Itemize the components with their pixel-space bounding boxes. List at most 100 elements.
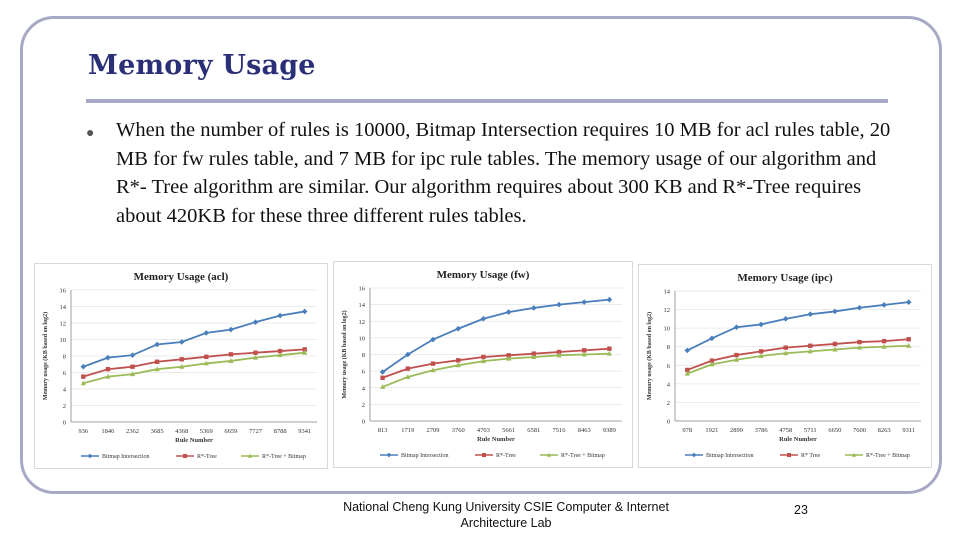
chart0-legend-marker-2 (247, 453, 253, 458)
chart2-point-2 (881, 343, 887, 349)
chart1-xtick-label: 6581 (527, 427, 540, 434)
chart2-xtick-label: 4758 (779, 427, 792, 434)
chart1-ytick-label: 0 (362, 419, 365, 426)
chart1-point-1 (556, 349, 562, 355)
chart0-xtick-label: 3685 (151, 428, 164, 435)
chart2-point-2 (709, 361, 715, 367)
chart0-xtick-label: 7727 (249, 428, 263, 435)
chart2-legend-marker-0 (691, 452, 697, 458)
chart1-ytick-label: 6 (362, 369, 366, 376)
chart2-point-2 (832, 346, 838, 352)
chart0-point-2 (105, 373, 111, 379)
chart0-ytick-label: 8 (63, 354, 66, 361)
chart1-ytick-label: 8 (362, 352, 365, 359)
chart1-point-1 (506, 353, 511, 358)
chart0-xtick-label: 1846 (101, 428, 115, 435)
chart0-point-0 (80, 363, 87, 370)
chart1-point-1 (531, 351, 536, 356)
chart0-point-0 (129, 352, 136, 358)
chart2-ytick-label: 12 (664, 307, 671, 314)
chart0-point-1 (130, 364, 135, 369)
chart1-point-0 (606, 296, 613, 303)
chart2-ytick-label: 4 (667, 381, 671, 388)
chart2-point-1 (783, 345, 788, 350)
chart1-point-2 (556, 352, 562, 358)
chart2-title: Memory Usage (ipc) (737, 272, 833, 284)
chart1-xtick-label: 4703 (477, 427, 490, 434)
bullet-icon: ● (86, 126, 95, 141)
chart1-xlabel: Rule Number (477, 436, 515, 443)
chart0-point-1 (253, 350, 258, 355)
chart1-point-1 (430, 361, 436, 366)
chart2-xtick-label: 1921 (705, 427, 718, 434)
chart0-series-line-1 (83, 348, 305, 378)
chart1-series-line-0 (382, 298, 610, 373)
chart0-xtick-label: 5369 (200, 428, 213, 435)
chart-ipc-svg: Memory Usage (ipc) 0 2 4 6 8 10 12 14 978 1921 2899… (646, 272, 921, 459)
chart2-point-0 (684, 347, 691, 354)
chart2-series-line-0 (686, 301, 909, 352)
chart0-ylabel: Memory usage (KB based on log2) (42, 312, 49, 400)
chart2-xtick-label: 7600 (853, 427, 866, 434)
chart1-point-1 (405, 366, 410, 371)
chart2-xtick-label: 2899 (730, 427, 743, 434)
chart1-point-0 (430, 336, 436, 343)
chart2-point-1 (758, 349, 764, 354)
chart0-legend-marker-1 (183, 454, 187, 458)
chart1-series-line-1 (382, 347, 610, 379)
chart2-ytick-label: 10 (664, 326, 671, 333)
chart0-point-1 (81, 374, 86, 379)
footer-text: National Cheng Kung University CSIE Comp… (343, 500, 669, 530)
chart2-point-0 (881, 302, 887, 308)
chart1-title: Memory Usage (fw) (437, 269, 530, 281)
chart2-ytick-label: 0 (667, 419, 670, 426)
chart1-legend-label-1: R*-Tree (496, 453, 516, 459)
chart1-point-2 (581, 351, 587, 357)
chart0-legend-label-0: Bitmap Intersection (102, 454, 150, 460)
slide-title: Memory Usage (88, 50, 316, 81)
bullet-text: When the number of rules is 10000, Bitma… (116, 119, 891, 227)
chart0-xtick-label: 6659 (224, 428, 237, 435)
chart1-point-1 (607, 346, 612, 351)
chart0-point-1 (105, 367, 111, 372)
chart0-point-0 (178, 339, 185, 345)
chart-acl: Memory Usage (acl) 0 2 4 6 8 10 12 14 16 936 1846 23… (34, 263, 328, 469)
chart1-xtick-label: 5661 (502, 427, 515, 434)
chart2-legend-label-0: Bitmap Intersection (706, 453, 754, 459)
chart0-point-1 (204, 354, 209, 360)
chart0-legend-marker-0 (87, 453, 93, 459)
chart1-ytick-label: 4 (362, 385, 366, 392)
chart1-legend-marker-1 (482, 453, 486, 457)
chart2-ylabel: Memory usage (KB based on log2) (646, 312, 653, 400)
chart1-point-0 (556, 301, 562, 308)
chart0-xtick-label: 8788 (274, 428, 287, 435)
chart1-point-2 (480, 358, 486, 364)
chart-fw: Memory Usage (fw) 0 2 4 6 8 10 12 14 16 813 1719 270… (333, 261, 633, 468)
chart0-point-2 (203, 360, 209, 366)
chart-acl-svg: Memory Usage (acl) 0 2 4 6 8 10 12 14 16 936 1846 23… (42, 271, 317, 460)
chart2-point-1 (857, 339, 862, 345)
chart1-point-1 (380, 375, 385, 380)
chart2-xtick-label: 3786 (755, 427, 769, 434)
chart0-ytick-label: 4 (63, 387, 67, 394)
chart1-xtick-label: 813 (378, 427, 388, 434)
chart2-point-1 (832, 341, 838, 347)
chart2-legend-marker-1 (787, 453, 791, 457)
chart0-ytick-label: 10 (60, 337, 67, 344)
chart1-point-2 (380, 384, 386, 389)
chart2-point-1 (906, 337, 911, 342)
chart0-point-0 (154, 341, 160, 348)
chart0-xtick-label: 4368 (175, 428, 188, 435)
chart1-xtick-label: 9389 (603, 427, 616, 434)
chart2-xtick-label: 5711 (804, 427, 817, 434)
chart2-xtick-label: 978 (682, 427, 692, 434)
chart0-point-1 (277, 348, 283, 354)
chart1-xtick-label: 3760 (452, 427, 465, 434)
chart1-point-0 (480, 315, 487, 322)
chart1-xtick-label: 1719 (401, 427, 414, 434)
chart0-point-2 (228, 358, 234, 363)
chart0-ytick-label: 2 (63, 403, 66, 410)
chart0-xtick-label: 2362 (126, 428, 139, 435)
chart0-point-1 (154, 359, 160, 364)
chart1-point-2 (405, 374, 411, 379)
